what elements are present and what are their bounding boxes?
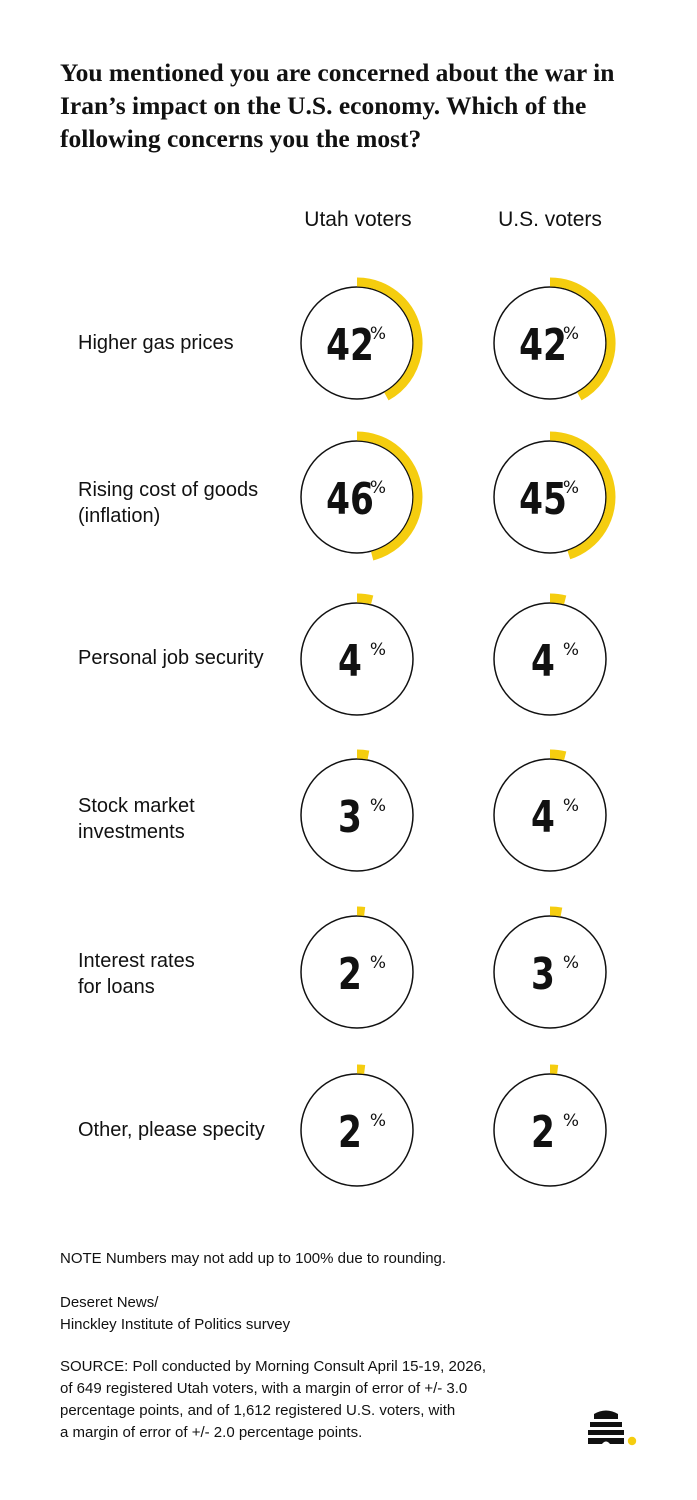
- value-label-utah-5: 2: [338, 1107, 362, 1158]
- value-label-us-3: 4: [531, 792, 555, 843]
- donut-arc-us-4: [549, 906, 563, 917]
- percent-sign-us-0: %: [563, 324, 579, 344]
- value-label-utah-1: 46: [326, 474, 374, 525]
- donut-ring-utah-4: [300, 915, 414, 1029]
- credit-line: Deseret News/ Hinckley Institute of Poli…: [60, 1294, 291, 1333]
- row-label-gas: Higher gas prices: [78, 332, 234, 354]
- percent-sign-utah-0: %: [370, 324, 386, 344]
- donut-chart-grid: 42% 42%46% 45%4% 4 %3% 4 %2% 3 %2% 2%: [300, 277, 616, 1187]
- value-label-us-5: 2: [531, 1107, 555, 1158]
- donut-ring-us-4: [493, 915, 607, 1029]
- value-label-utah-0: 42: [326, 320, 374, 371]
- value-label-us-0: 42: [519, 320, 567, 371]
- value-label-utah-3: 3: [338, 792, 362, 843]
- percent-sign-utah-5: %: [370, 1111, 386, 1131]
- donut-arc-utah-2: [356, 593, 374, 605]
- donut-ring-us-1: [493, 440, 607, 554]
- beehive-icon: [588, 1410, 637, 1446]
- source-note: SOURCE: Poll conducted by Morning Consul…: [60, 1358, 487, 1441]
- donut-ring-utah-2: [300, 602, 414, 716]
- row-label-interest: Interest rates for loans: [78, 950, 195, 998]
- donut-arc-utah-0: [356, 277, 423, 401]
- value-label-us-1: 45: [519, 474, 567, 525]
- donut-arc-us-2: [549, 593, 567, 605]
- percent-sign-us-1: %: [563, 478, 579, 498]
- donut-ring-utah-1: [300, 440, 414, 554]
- donut-arc-us-3: [549, 749, 567, 761]
- donut-ring-us-0: [493, 286, 607, 400]
- value-label-utah-4: 2: [338, 949, 362, 1000]
- percent-sign-us-5: %: [563, 1111, 579, 1131]
- donut-ring-utah-3: [300, 758, 414, 872]
- donut-arc-us-1: [549, 431, 616, 560]
- donut-ring-utah-0: [300, 286, 414, 400]
- donut-arc-utah-1: [356, 431, 423, 561]
- row-label-other: Other, please specity: [78, 1119, 265, 1141]
- donut-ring-utah-5: [300, 1073, 414, 1187]
- percent-sign-utah-2: %: [370, 640, 386, 660]
- value-label-us-4: 3: [531, 949, 555, 1000]
- percent-sign-us-2: %: [563, 640, 579, 660]
- percent-sign-utah-3: %: [370, 796, 386, 816]
- donut-ring-us-5: [493, 1073, 607, 1187]
- row-label-inflation: Rising cost of goods (inflation): [78, 479, 259, 527]
- donut-arc-us-0: [549, 277, 616, 401]
- column-header-us: U.S. voters: [498, 208, 602, 231]
- chart-title: You mentioned you are concerned about th…: [60, 58, 615, 153]
- row-label-stocks: Stock market investments: [78, 795, 195, 843]
- percent-sign-us-4: %: [563, 953, 579, 973]
- value-label-utah-2: 4: [338, 636, 362, 687]
- donut-ring-us-3: [493, 758, 607, 872]
- percent-sign-utah-4: %: [370, 953, 386, 973]
- donut-arc-utah-3: [356, 749, 370, 760]
- rounding-note: NOTE Numbers may not add up to 100% due …: [60, 1250, 447, 1267]
- column-header-utah: Utah voters: [304, 208, 412, 231]
- donut-ring-us-2: [493, 602, 607, 716]
- row-label-job: Personal job security: [78, 647, 264, 669]
- value-label-us-2: 4: [531, 636, 555, 687]
- percent-sign-us-3: %: [563, 796, 579, 816]
- percent-sign-utah-1: %: [370, 478, 386, 498]
